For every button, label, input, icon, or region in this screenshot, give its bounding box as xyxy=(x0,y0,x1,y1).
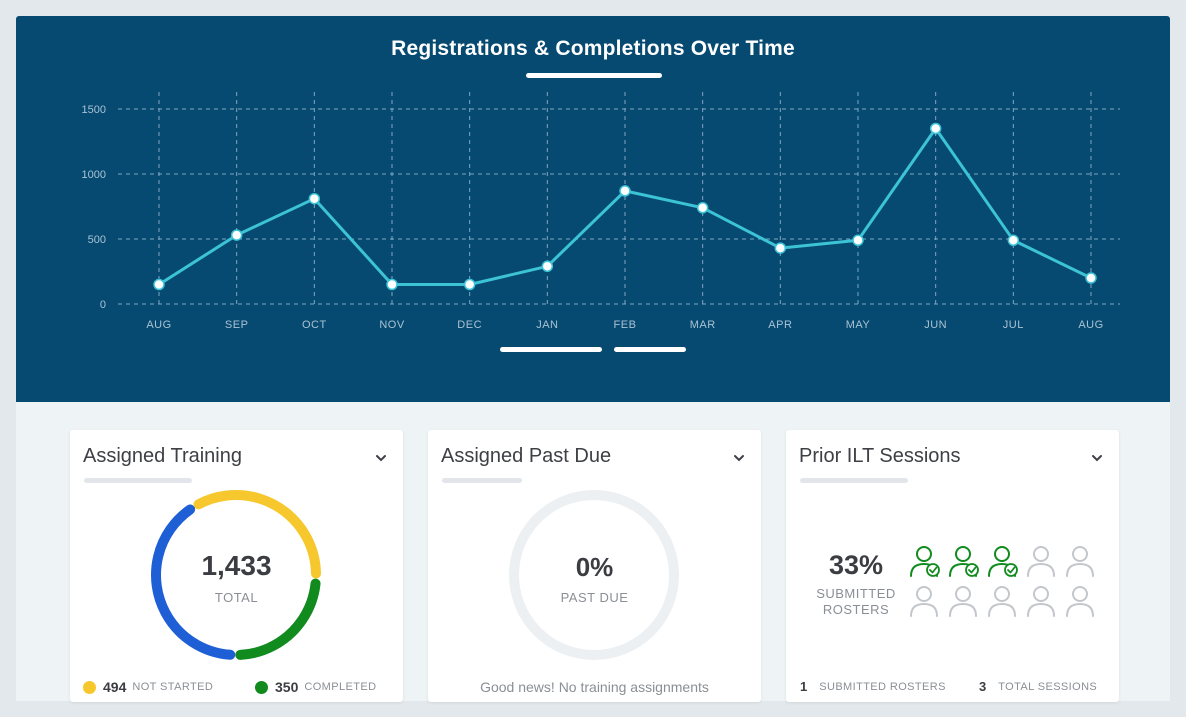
donut-segment[interactable] xyxy=(128,467,344,670)
data-point[interactable] xyxy=(230,229,243,241)
donut-segment[interactable] xyxy=(128,467,344,670)
donut-segment[interactable] xyxy=(128,467,344,670)
good-news-message: Good news! No training assignments xyxy=(480,679,709,695)
card-title-underline xyxy=(84,478,192,483)
person-icon xyxy=(1066,586,1094,617)
y-tick-label: 0 xyxy=(100,299,106,311)
sessions-count: 3 xyxy=(979,679,987,694)
y-tick-label: 500 xyxy=(88,234,106,246)
chart-pager-1[interactable] xyxy=(500,347,602,352)
assigned-training-card: Assigned Training 1,433 TOTAL 494 NOT ST… xyxy=(70,430,403,702)
ilt-label-line1: SUBMITTED xyxy=(816,586,896,601)
submitted-count: 1 xyxy=(800,679,808,694)
ilt-percent: 33% xyxy=(828,550,884,580)
green-dot-icon xyxy=(255,680,268,694)
x-tick-label: JAN xyxy=(536,319,558,331)
not-started-label: NOT STARTED xyxy=(132,681,214,693)
y-tick-label: 1500 xyxy=(82,104,106,116)
completed-label: COMPLETED xyxy=(304,681,377,693)
completed-count: 350 xyxy=(275,679,299,695)
data-point[interactable] xyxy=(463,278,476,291)
person-check-icon xyxy=(988,546,1018,577)
data-point[interactable] xyxy=(541,260,554,273)
yellow-dot-icon xyxy=(83,680,96,694)
data-point[interactable] xyxy=(619,185,631,197)
x-tick-label: JUN xyxy=(924,319,947,331)
ilt-label-line2: ROSTERS xyxy=(822,602,890,617)
data-point[interactable] xyxy=(1007,234,1020,247)
x-tick-label: APR xyxy=(768,319,792,331)
x-tick-label: MAR xyxy=(690,319,716,331)
data-point[interactable] xyxy=(153,278,165,291)
x-tick-label: DEC xyxy=(457,319,482,331)
x-tick-label: NOV xyxy=(379,319,405,331)
past-due-label: PAST DUE xyxy=(560,590,629,605)
x-tick-label: FEB xyxy=(614,319,637,331)
person-icon xyxy=(988,586,1016,617)
card-title: Assigned Past Due xyxy=(441,445,612,467)
data-point[interactable] xyxy=(774,242,787,254)
line-chart: 0 500 1000 1500 AUG SEP OCT NOV DEC JAN FEB MAR APR M… xyxy=(82,92,1120,331)
person-check-icon xyxy=(949,546,979,577)
y-tick-label: 1000 xyxy=(82,169,106,181)
chevron-down-icon[interactable] xyxy=(731,450,747,466)
card-title-underline xyxy=(442,478,522,483)
submitted-label: SUBMITTED ROSTERS xyxy=(819,680,946,693)
person-icon xyxy=(949,586,977,617)
sessions-label: TOTAL SESSIONS xyxy=(998,680,1098,693)
prior-ilt-sessions-card: Prior ILT Sessions 33% SUBMITTED ROSTERS… xyxy=(786,430,1119,702)
total-count: 1,433 xyxy=(201,550,272,581)
roster-people-grid xyxy=(910,546,1094,617)
x-tick-label: AUG xyxy=(146,319,171,331)
submitted-rosters-stat: 1 SUBMITTED ROSTERS xyxy=(800,679,946,694)
chart-panel xyxy=(16,16,1170,402)
assigned-training-donut xyxy=(128,467,344,670)
total-sessions-stat: 3 TOTAL SESSIONS xyxy=(979,679,1097,694)
chevron-down-icon[interactable] xyxy=(373,450,389,466)
legend-completed: 350 COMPLETED xyxy=(255,679,376,695)
assigned-past-due-card: Assigned Past Due 0% PAST DUE Good news!… xyxy=(428,430,761,702)
data-point[interactable] xyxy=(386,278,398,291)
ilt-label: SUBMITTED ROSTERS xyxy=(786,586,926,618)
data-point[interactable] xyxy=(929,122,942,135)
x-tick-label: SEP xyxy=(225,319,249,331)
x-tick-label: OCT xyxy=(302,319,327,331)
chart-title: Registrations & Completions Over Time xyxy=(391,37,795,60)
card-title: Prior ILT Sessions xyxy=(799,445,961,467)
person-icon xyxy=(1027,546,1055,577)
data-point[interactable] xyxy=(308,192,321,205)
past-due-ring xyxy=(509,490,679,660)
chart-pager-2[interactable] xyxy=(614,347,686,352)
total-label: TOTAL xyxy=(214,590,259,605)
person-icon xyxy=(1066,546,1094,577)
data-point[interactable] xyxy=(852,234,864,247)
chart-title-underline xyxy=(526,73,662,78)
data-point[interactable] xyxy=(696,202,709,214)
x-tick-label: MAY xyxy=(846,319,871,331)
card-title: Assigned Training xyxy=(83,445,242,467)
person-icon xyxy=(1027,586,1055,617)
person-check-icon xyxy=(910,546,940,577)
chevron-down-icon[interactable] xyxy=(1089,450,1105,466)
x-tick-label: JUL xyxy=(1003,319,1024,331)
data-point[interactable] xyxy=(1085,272,1097,284)
not-started-count: 494 xyxy=(103,679,127,695)
person-icon xyxy=(910,586,938,617)
legend-not-started: 494 NOT STARTED xyxy=(83,679,213,695)
past-due-percent: 0% xyxy=(575,552,614,582)
x-tick-label: AUG xyxy=(1078,319,1103,331)
card-title-underline xyxy=(800,478,908,483)
